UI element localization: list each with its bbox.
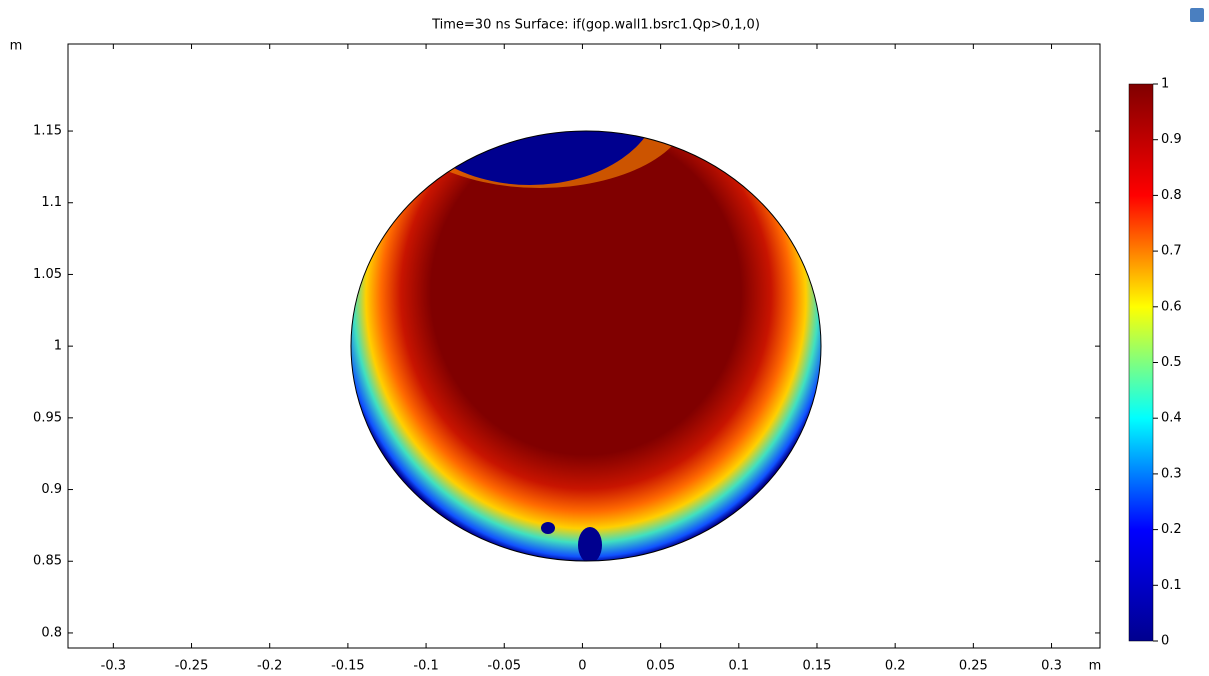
colorbar	[1128, 83, 1154, 642]
x-tick-label: -0.2	[257, 659, 282, 674]
x-tick-label: 0.1	[728, 659, 749, 674]
y-tick-label: 1	[54, 339, 62, 354]
colorbar-tick-label: 0.1	[1161, 578, 1182, 593]
colorbar-tick-label: 0.9	[1161, 132, 1182, 147]
x-tick-label: -0.15	[331, 659, 365, 674]
x-tick-label: 0.25	[959, 659, 988, 674]
x-tick-label: 0.2	[885, 659, 906, 674]
colorbar-tick-label: 1	[1161, 77, 1169, 92]
x-tick-label: 0	[578, 659, 586, 674]
y-tick-label: 1.1	[41, 195, 62, 210]
colorbar-tick-label: 0.7	[1161, 244, 1182, 259]
chart-title: Time=30 ns Surface: if(gop.wall1.bsrc1.Q…	[431, 18, 760, 33]
y-tick-label: 1.15	[33, 124, 62, 139]
toolbar-icon[interactable]	[1190, 8, 1204, 22]
x-tick-label: 0.15	[803, 659, 832, 674]
y-tick-label: 0.9	[41, 482, 62, 497]
colorbar-tick-label: 0.5	[1161, 355, 1182, 370]
y-tick-label: 0.85	[33, 554, 62, 569]
x-axis-label: m	[1089, 659, 1102, 674]
y-tick-label: 0.95	[33, 410, 62, 425]
colorbar-tick-label: 0.8	[1161, 188, 1182, 203]
x-tick-label: -0.1	[413, 659, 438, 674]
x-tick-label: -0.05	[487, 659, 521, 674]
x-tick-label: -0.3	[101, 659, 126, 674]
surface-spot	[578, 527, 602, 561]
colorbar-tick-label: 0.2	[1161, 522, 1182, 537]
x-tick-label: -0.25	[175, 659, 209, 674]
y-tick-label: 1.05	[33, 267, 62, 282]
colorbar-tick-label: 0.4	[1161, 411, 1182, 426]
x-tick-label: 0.05	[646, 659, 675, 674]
colorbar-tick-label: 0.3	[1161, 466, 1182, 481]
surface-field	[351, 131, 821, 561]
x-tick-label: 0.3	[1041, 659, 1062, 674]
y-tick-label: 0.8	[41, 625, 62, 640]
surface-spot	[541, 522, 555, 534]
y-axis-label: m	[10, 39, 23, 54]
domain-boundary	[350, 130, 822, 562]
colorbar-tick-label: 0	[1161, 634, 1169, 649]
colorbar-tick-label: 0.6	[1161, 299, 1182, 314]
